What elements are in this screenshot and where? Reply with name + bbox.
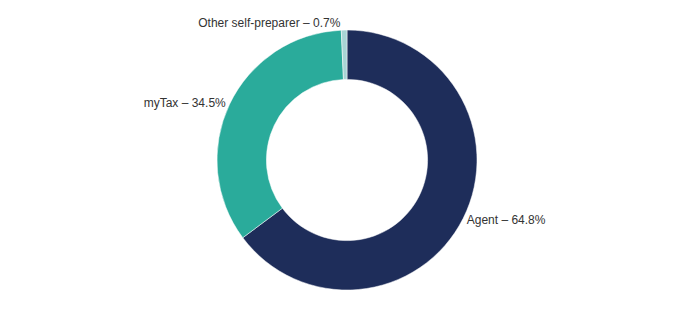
- svg-text:myTax – 34.5%: myTax – 34.5%: [144, 96, 226, 110]
- svg-text:Agent – 64.8%: Agent – 64.8%: [467, 213, 546, 227]
- svg-text:Other self-preparer – 0.7%: Other self-preparer – 0.7%: [198, 16, 340, 30]
